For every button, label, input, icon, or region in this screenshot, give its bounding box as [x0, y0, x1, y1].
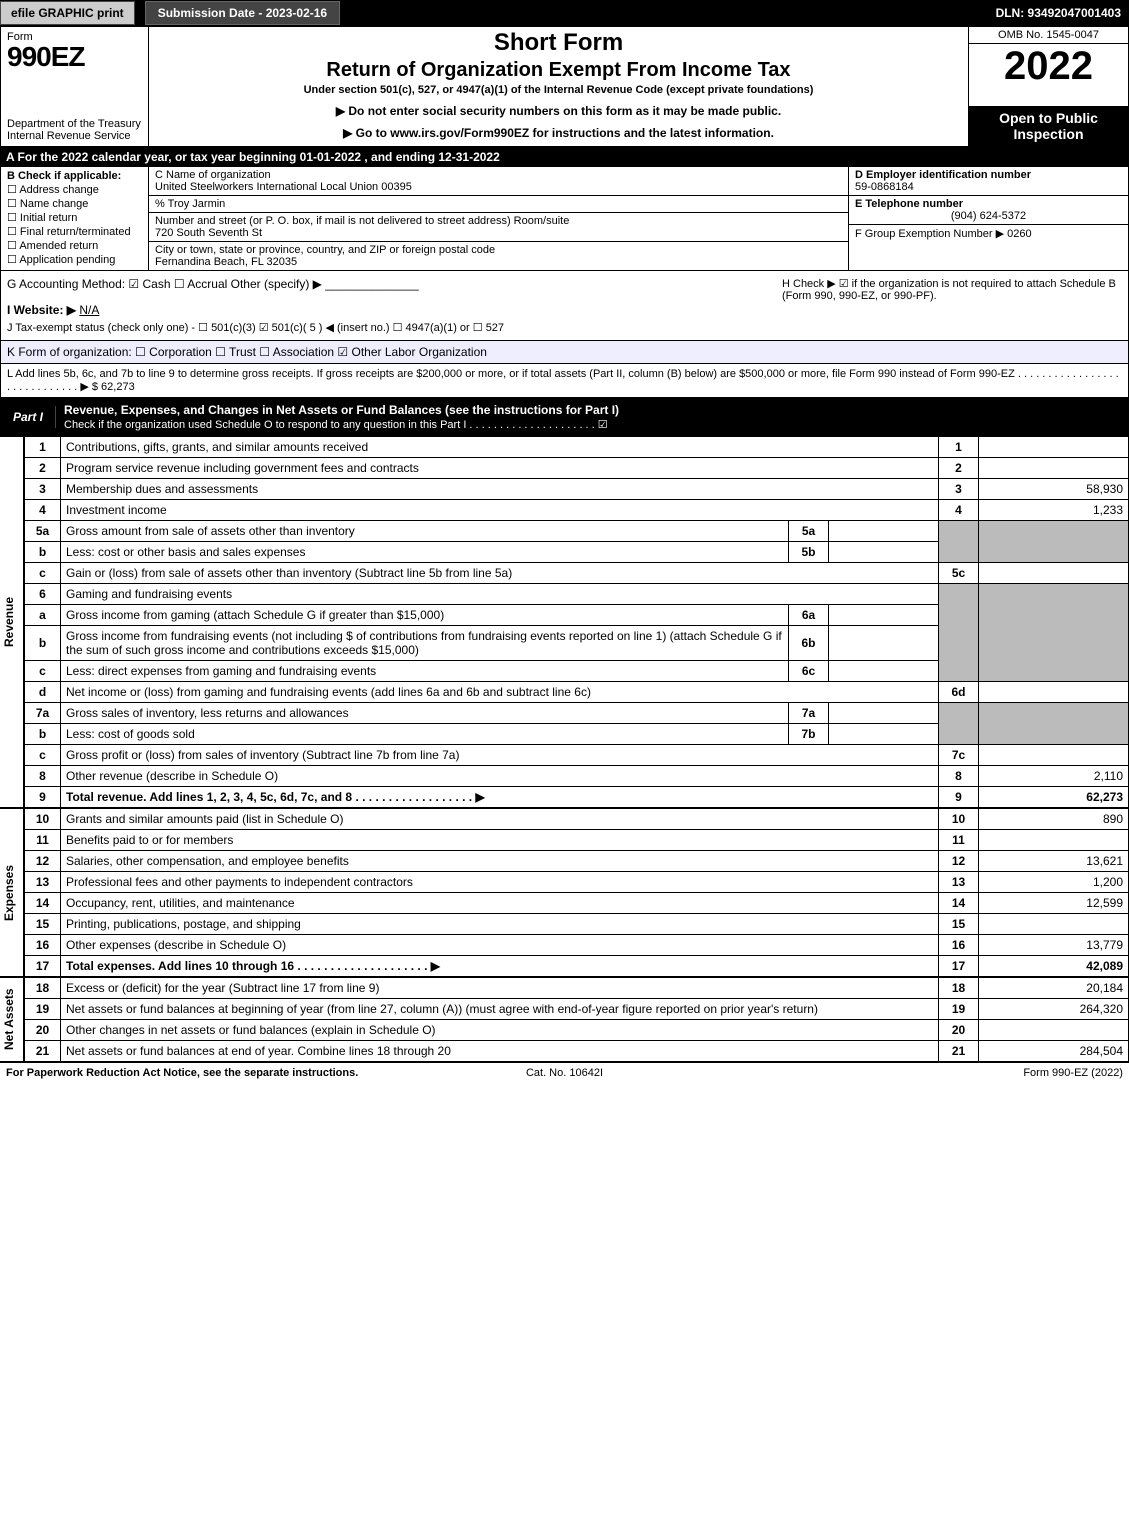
chk-final-return[interactable]: ☐ Final return/terminated — [7, 225, 142, 238]
efile-print-button[interactable]: efile GRAPHIC print — [0, 1, 135, 25]
part-1-header: Part I Revenue, Expenses, and Changes in… — [0, 398, 1129, 436]
title-return: Return of Organization Exempt From Incom… — [155, 59, 962, 82]
ein-value: 59-0868184 — [855, 181, 914, 193]
footer-mid: Cat. No. 10642I — [378, 1067, 750, 1079]
open-inspection: Open to Public Inspection — [969, 106, 1128, 146]
tax-exempt-status: J Tax-exempt status (check only one) - ☐… — [7, 321, 782, 334]
line-6: 6Gaming and fundraising events — [25, 584, 1129, 605]
footer-right: Form 990-EZ (2022) — [751, 1067, 1123, 1079]
phone-label: E Telephone number — [855, 198, 963, 210]
chk-amended-return[interactable]: ☐ Amended return — [7, 239, 142, 252]
line-20: 20Other changes in net assets or fund ba… — [25, 1020, 1129, 1041]
care-of: % Troy Jarmin — [149, 196, 848, 213]
instruction-2: ▶ Go to www.irs.gov/Form990EZ for instru… — [155, 126, 962, 140]
line-11: 11Benefits paid to or for members11 — [25, 830, 1129, 851]
side-label-expenses: Expenses — [0, 808, 24, 977]
part-1-tab: Part I — [1, 406, 56, 428]
net-assets-table: 18Excess or (deficit) for the year (Subt… — [24, 977, 1129, 1062]
chk-application-pending[interactable]: ☐ Application pending — [7, 253, 142, 266]
col-b-checkboxes: B Check if applicable: ☐ Address change … — [1, 167, 149, 270]
line-3: 3Membership dues and assessments358,930 — [25, 479, 1129, 500]
line-5c: cGain or (loss) from sale of assets othe… — [25, 563, 1129, 584]
line-12: 12Salaries, other compensation, and empl… — [25, 851, 1129, 872]
ein-label: D Employer identification number — [855, 169, 1031, 181]
header-left: Form 990EZ Department of the Treasury In… — [1, 27, 149, 146]
omb-no: OMB No. 1545-0047 — [969, 27, 1128, 44]
dln-label: DLN: 93492047001403 — [996, 6, 1129, 20]
line-2: 2Program service revenue including gover… — [25, 458, 1129, 479]
group-exemption: F Group Exemption Number ▶ 0260 — [849, 225, 1128, 242]
line-17: 17Total expenses. Add lines 10 through 1… — [25, 956, 1129, 977]
phone-block: E Telephone number (904) 624-5372 — [849, 196, 1128, 225]
row-gh: G Accounting Method: ☑ Cash ☐ Accrual Ot… — [0, 271, 1129, 341]
line-19: 19Net assets or fund balances at beginni… — [25, 999, 1129, 1020]
form-header: Form 990EZ Department of the Treasury In… — [0, 26, 1129, 147]
city: Fernandina Beach, FL 32035 — [155, 256, 297, 268]
dept-treasury: Department of the Treasury Internal Reve… — [7, 118, 142, 142]
line-1: 1Contributions, gifts, grants, and simil… — [25, 437, 1129, 458]
line-8: 8Other revenue (describe in Schedule O)8… — [25, 766, 1129, 787]
footer-left: For Paperwork Reduction Act Notice, see … — [6, 1067, 378, 1079]
under-section: Under section 501(c), 527, or 4947(a)(1)… — [155, 84, 962, 96]
row-l-gross-receipts: L Add lines 5b, 6c, and 7b to line 9 to … — [0, 364, 1129, 398]
line-14: 14Occupancy, rent, utilities, and mainte… — [25, 893, 1129, 914]
street-label: Number and street (or P. O. box, if mail… — [155, 215, 569, 227]
part-1-title: Revenue, Expenses, and Changes in Net As… — [56, 399, 1128, 435]
row-k-form-of-org: K Form of organization: ☐ Corporation ☐ … — [0, 341, 1129, 364]
row-gh-left: G Accounting Method: ☑ Cash ☐ Accrual Ot… — [7, 277, 782, 334]
phone-value: (904) 624-5372 — [855, 210, 1122, 222]
line-4: 4Investment income41,233 — [25, 500, 1129, 521]
chk-address-change[interactable]: ☐ Address change — [7, 183, 142, 196]
top-bar: efile GRAPHIC print Submission Date - 20… — [0, 0, 1129, 26]
revenue-section: Revenue 1Contributions, gifts, grants, a… — [0, 436, 1129, 808]
instruction-1: ▶ Do not enter social security numbers o… — [155, 104, 962, 118]
col-b-label: B Check if applicable: — [7, 170, 121, 182]
header-mid: Short Form Return of Organization Exempt… — [149, 27, 968, 146]
schedule-b-check: H Check ▶ ☑ if the organization is not r… — [782, 277, 1122, 334]
line-6d: dNet income or (loss) from gaming and fu… — [25, 682, 1129, 703]
col-c-org-info: C Name of organization United Steelworke… — [149, 167, 848, 270]
org-name-block: C Name of organization United Steelworke… — [149, 167, 848, 196]
ein-block: D Employer identification number 59-0868… — [849, 167, 1128, 196]
header-right: OMB No. 1545-0047 2022 Open to Public In… — [968, 27, 1128, 146]
line-21: 21Net assets or fund balances at end of … — [25, 1041, 1129, 1062]
row-bcde: B Check if applicable: ☐ Address change … — [0, 167, 1129, 271]
side-label-net-assets: Net Assets — [0, 977, 24, 1062]
net-assets-section: Net Assets 18Excess or (deficit) for the… — [0, 977, 1129, 1062]
chk-name-change[interactable]: ☐ Name change — [7, 197, 142, 210]
title-short-form: Short Form — [155, 29, 962, 57]
side-label-revenue: Revenue — [0, 436, 24, 808]
street-block: Number and street (or P. O. box, if mail… — [149, 213, 848, 242]
footer: For Paperwork Reduction Act Notice, see … — [0, 1062, 1129, 1083]
chk-initial-return[interactable]: ☐ Initial return — [7, 211, 142, 224]
line-10: 10Grants and similar amounts paid (list … — [25, 809, 1129, 830]
col-de: D Employer identification number 59-0868… — [848, 167, 1128, 270]
line-5a: 5aGross amount from sale of assets other… — [25, 521, 1129, 542]
line-9: 9Total revenue. Add lines 1, 2, 3, 4, 5c… — [25, 787, 1129, 808]
expenses-table: 10Grants and similar amounts paid (list … — [24, 808, 1129, 977]
line-7c: cGross profit or (loss) from sales of in… — [25, 745, 1129, 766]
line-15: 15Printing, publications, postage, and s… — [25, 914, 1129, 935]
city-label: City or town, state or province, country… — [155, 244, 495, 256]
submission-date-badge: Submission Date - 2023-02-16 — [145, 1, 340, 25]
line-16: 16Other expenses (describe in Schedule O… — [25, 935, 1129, 956]
city-block: City or town, state or province, country… — [149, 242, 848, 270]
accounting-method: G Accounting Method: ☑ Cash ☐ Accrual Ot… — [7, 277, 782, 291]
street: 720 South Seventh St — [155, 227, 262, 239]
org-name-label: C Name of organization — [155, 169, 271, 181]
line-7a: 7aGross sales of inventory, less returns… — [25, 703, 1129, 724]
section-a: A For the 2022 calendar year, or tax yea… — [0, 147, 1129, 167]
revenue-table: 1Contributions, gifts, grants, and simil… — [24, 436, 1129, 808]
website-label: I Website: ▶ — [7, 303, 76, 317]
website-value: N/A — [79, 303, 99, 317]
line-18: 18Excess or (deficit) for the year (Subt… — [25, 978, 1129, 999]
tax-year: 2022 — [969, 44, 1128, 86]
form-number: 990EZ — [7, 43, 142, 71]
expenses-section: Expenses 10Grants and similar amounts pa… — [0, 808, 1129, 977]
org-name: United Steelworkers International Local … — [155, 181, 412, 193]
line-13: 13Professional fees and other payments t… — [25, 872, 1129, 893]
